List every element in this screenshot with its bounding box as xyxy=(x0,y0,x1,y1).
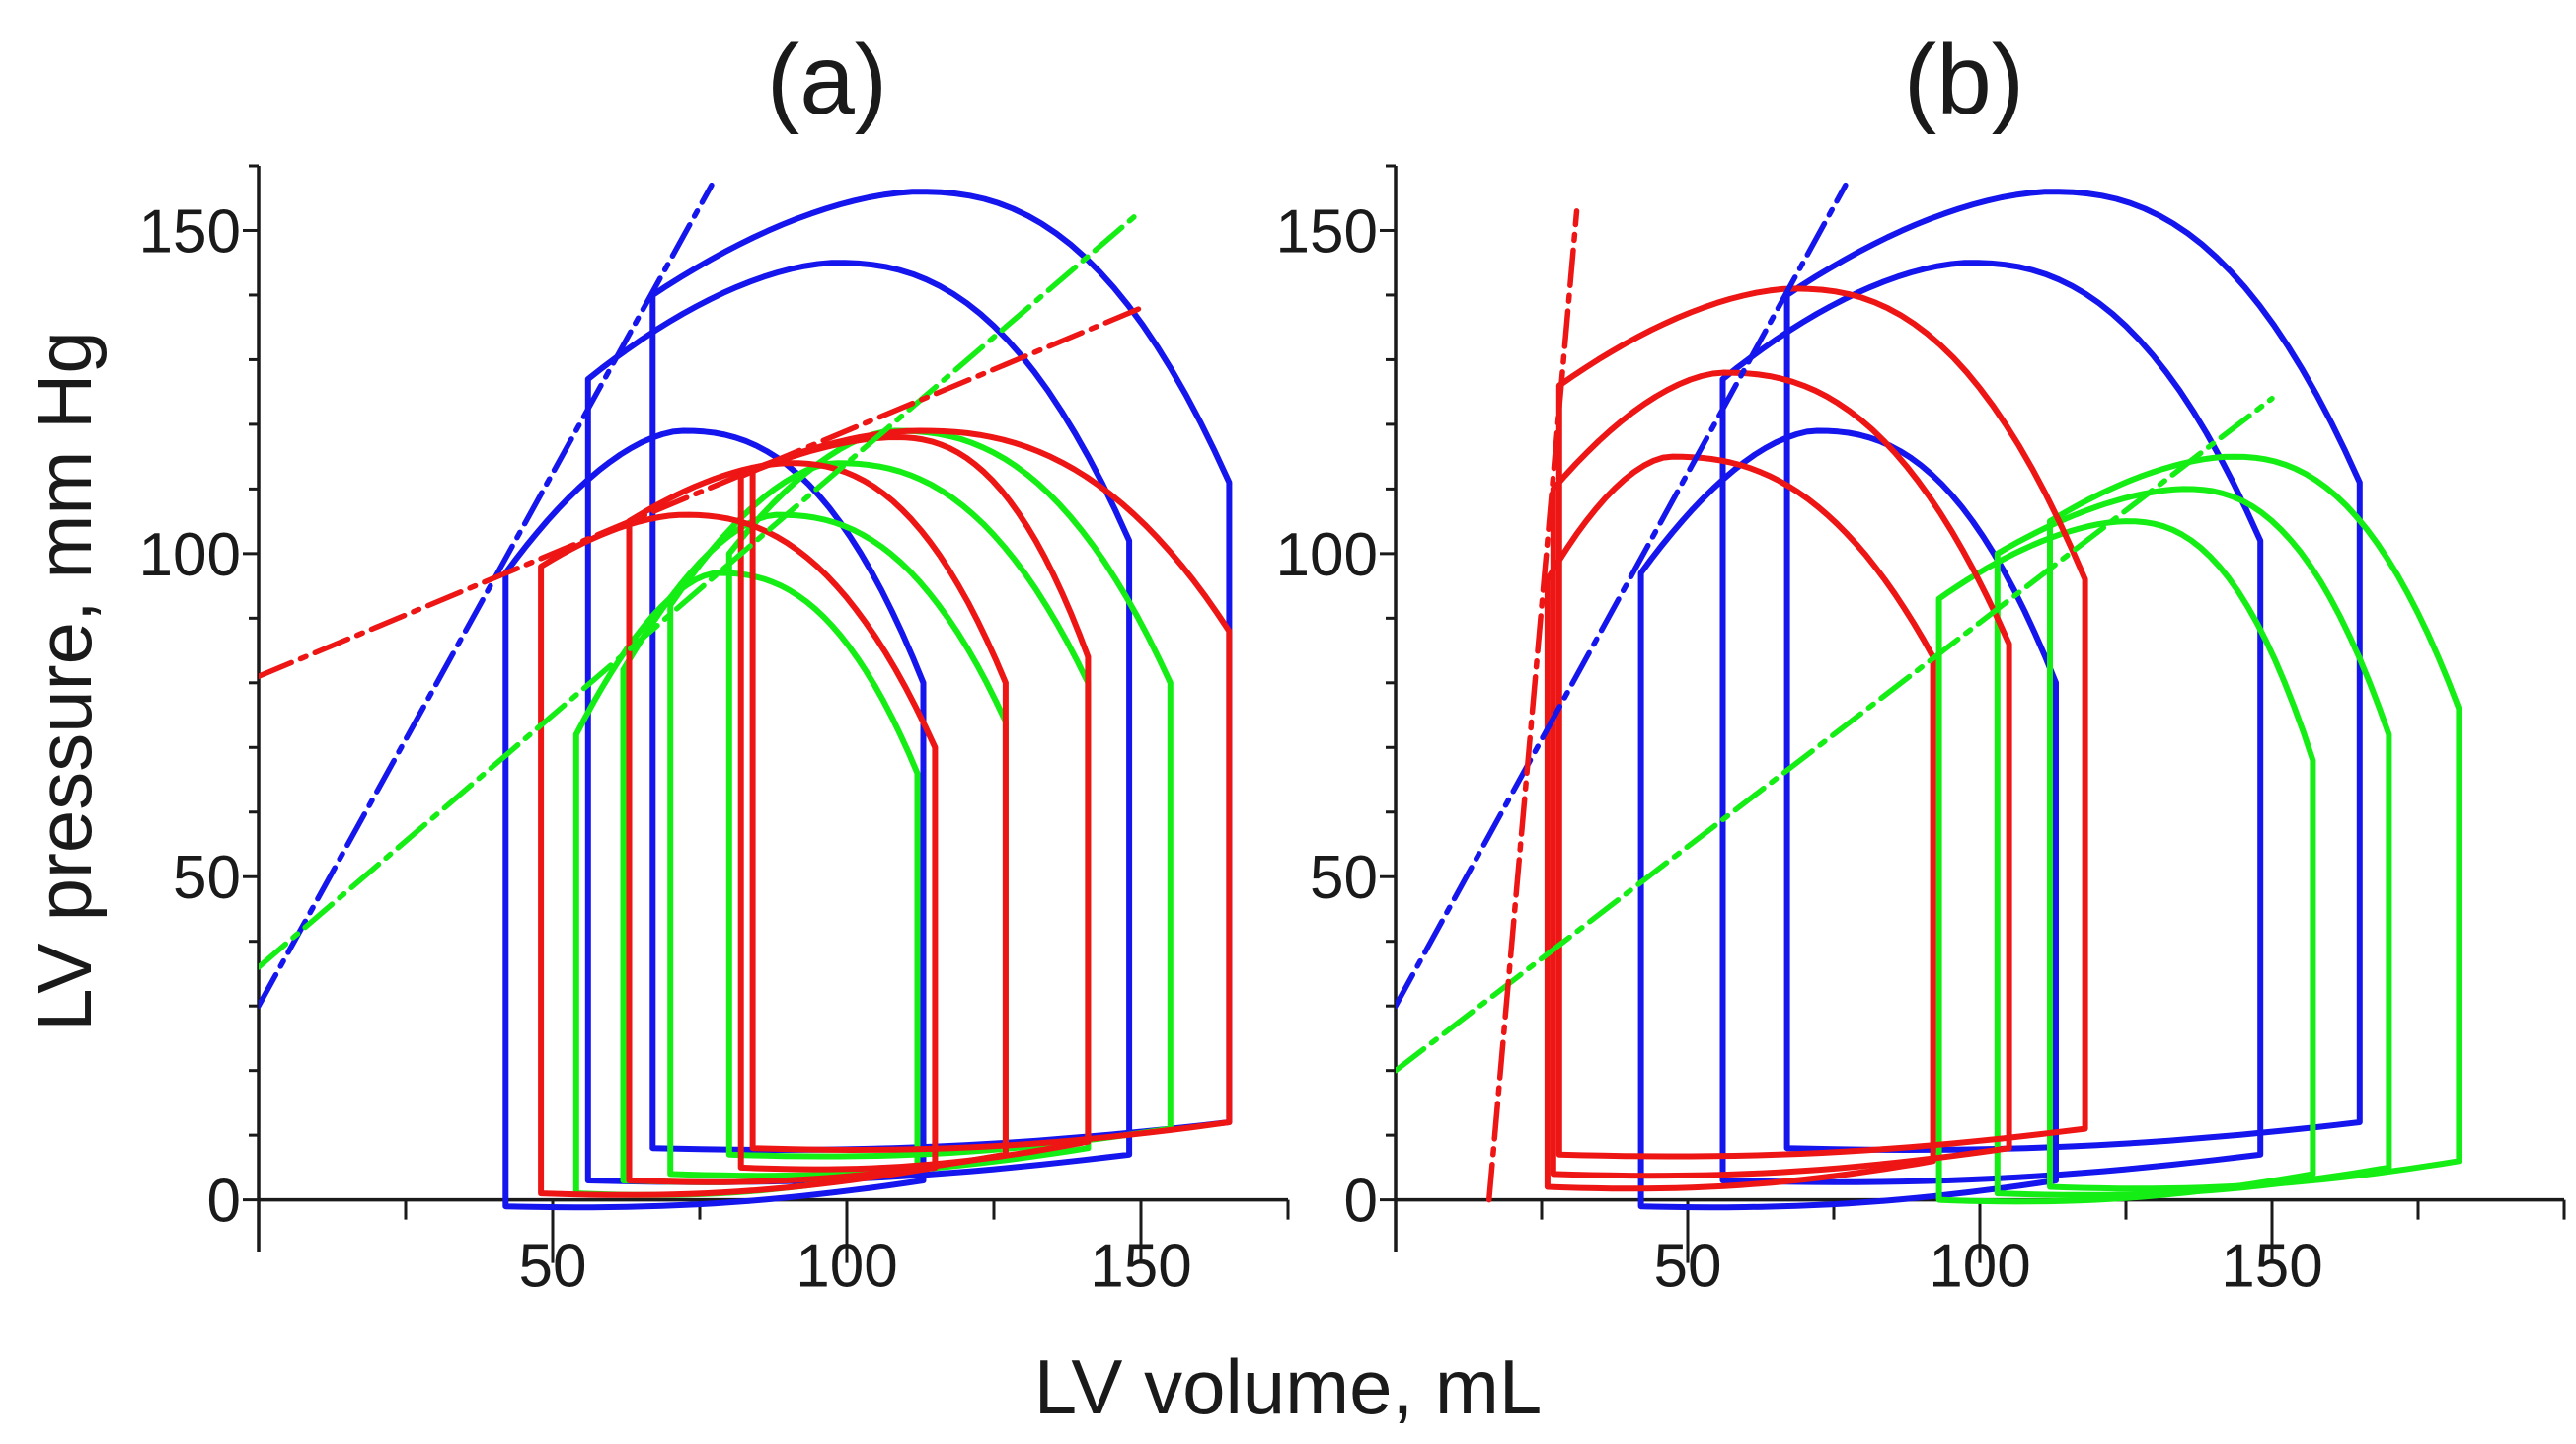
x-tick-label: 150 xyxy=(1090,1233,1191,1301)
green-pv-loop xyxy=(1994,486,2392,1198)
y-tick-label: 50 xyxy=(173,844,241,912)
red-espvr-line xyxy=(1485,208,1580,1203)
y-tick-label: 150 xyxy=(1276,197,1378,266)
red-espvr-line xyxy=(259,305,1144,680)
panel-b: (b) 0 50 100 150 50 100 150 xyxy=(1276,25,2566,1301)
blue-pv-loop xyxy=(1719,260,2264,1185)
blue-pv-loop xyxy=(1637,427,2059,1211)
y-tick-label: 100 xyxy=(1276,521,1378,589)
y-tick-label: 100 xyxy=(139,521,241,589)
y-tick-label: 0 xyxy=(207,1168,241,1236)
panel-b-title: (b) xyxy=(1904,25,2024,135)
y-axis-title: LV pressure, mm Hg xyxy=(21,331,108,1030)
plot-data xyxy=(1396,182,2462,1211)
green-espvr-line xyxy=(259,208,1144,970)
blue-pv-loop xyxy=(1783,189,2363,1153)
panel-a-title: (a) xyxy=(767,25,887,135)
x-tick-label: 100 xyxy=(1929,1233,2030,1301)
green-pv-loop xyxy=(667,460,1092,1179)
green-espvr-line xyxy=(1396,395,2275,1074)
y-tick-label: 0 xyxy=(1344,1168,1378,1236)
y-tick-label: 50 xyxy=(1310,844,1378,912)
blue-espvr-line xyxy=(1396,182,1849,1009)
x-axis-title: LV volume, mL xyxy=(1034,1343,1542,1430)
red-pv-loop xyxy=(1555,285,2088,1160)
blue-espvr-line xyxy=(259,182,715,1009)
plot-data xyxy=(259,182,1233,1211)
green-pv-loop xyxy=(1935,518,2316,1205)
green-pv-loop xyxy=(725,427,1174,1160)
x-tick-label: 50 xyxy=(519,1233,587,1301)
x-tick-label: 50 xyxy=(1654,1233,1722,1301)
green-pv-loop xyxy=(2047,453,2462,1192)
x-tick-label: 100 xyxy=(796,1233,897,1301)
red-pv-loop xyxy=(749,427,1233,1153)
green-pv-loop xyxy=(620,511,1009,1185)
blue-pv-loop xyxy=(502,427,927,1211)
red-pv-loop xyxy=(1550,369,2012,1179)
panel-a: (a) 0 50 100 150 50 100 150 xyxy=(139,25,1290,1301)
x-tick-label: 150 xyxy=(2221,1233,2322,1301)
y-tick-label: 150 xyxy=(139,197,241,266)
red-pv-loop xyxy=(626,460,1009,1185)
red-pv-loop xyxy=(1544,453,1936,1192)
